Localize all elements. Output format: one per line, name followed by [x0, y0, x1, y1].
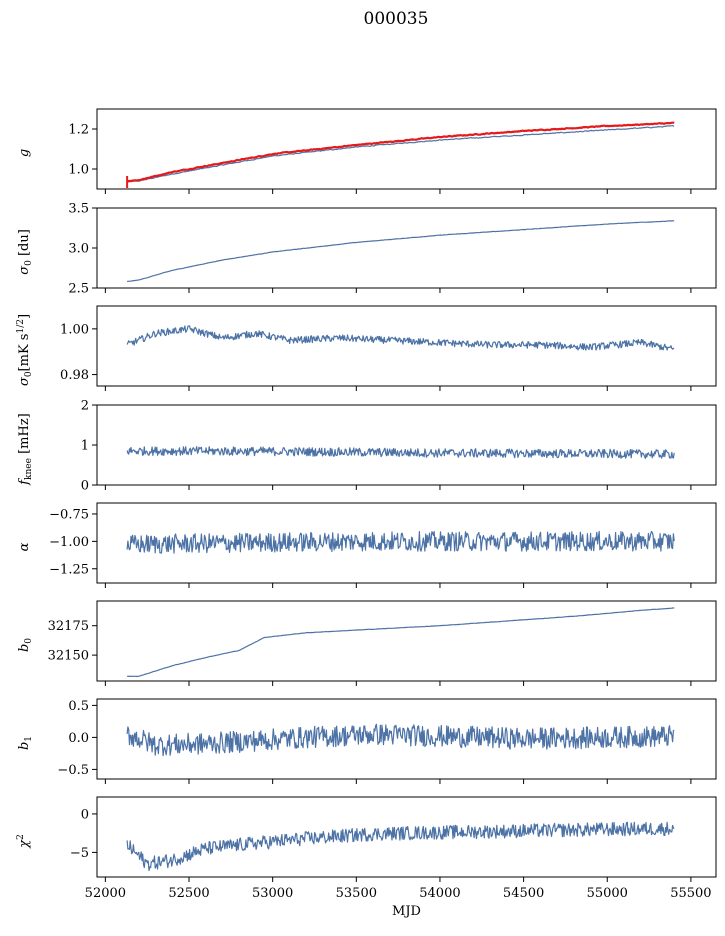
figure-title: 000035 — [364, 9, 429, 29]
series-line-1 — [127, 607, 675, 677]
subplot-6: 32150 32175 b0 — [17, 600, 717, 686]
y-tick-label: 0 — [81, 479, 89, 494]
axes-frame — [96, 796, 717, 878]
x-tick-label: 55500 — [670, 886, 711, 901]
y-tick-label: −1.00 — [49, 535, 89, 550]
series-line-1 — [126, 325, 675, 351]
y-axis-label: σ0 [du] — [17, 229, 34, 275]
x-tick-label: 54500 — [503, 886, 544, 901]
subplot-7: −0.5 0.0 0.5 b1 — [17, 698, 717, 784]
y-tick-label: 0.98 — [60, 368, 89, 383]
axes-frame — [96, 305, 717, 387]
axes-frame — [96, 600, 717, 682]
subplot-2: 2.5 3.0 3.5 σ0 [du] — [17, 202, 717, 297]
y-tick-label: −0.5 — [57, 763, 89, 778]
x-tick-label: 52000 — [85, 886, 126, 901]
x-tick-label: 53000 — [252, 886, 293, 901]
y-axis-label: σ0[mK s1/2] — [16, 314, 34, 386]
y-tick-label: −5 — [70, 846, 89, 861]
y-axis-label: χ2 — [16, 834, 32, 849]
series-line-1 — [126, 723, 675, 757]
subplot-5: −1.25 −1.00 −0.75 α — [17, 502, 717, 588]
x-tick-label: 53500 — [336, 886, 377, 901]
series-line-1 — [126, 446, 675, 459]
y-tick-label: 32150 — [48, 649, 89, 664]
series-line-1 — [126, 821, 675, 872]
axes-frame — [96, 108, 717, 190]
y-tick-label: −1.25 — [49, 562, 89, 577]
y-axis-label: b0 — [17, 638, 34, 652]
series-line-1 — [127, 220, 675, 283]
x-tick-label: 52500 — [168, 886, 209, 901]
series-line-1 — [127, 125, 675, 183]
y-axis-label: fknee [mHz] — [17, 413, 34, 486]
subplot-4: 0 1 2 fknee [mHz] — [17, 399, 717, 494]
subplot-3: 0.98 1.00 σ0[mK s1/2] — [16, 305, 717, 391]
x-axis-label: MJD — [392, 904, 421, 919]
y-tick-label: 0 — [81, 807, 89, 822]
axes-frame — [96, 502, 717, 584]
panels: 1.0 1.2 g 2.5 3.0 3.5 σ0 [du] 0.98 1.00 σ0[mK s1/… — [16, 108, 717, 919]
y-tick-label: 2 — [81, 399, 89, 414]
y-tick-label: 0.5 — [68, 699, 89, 714]
x-tick-label: 55000 — [587, 886, 628, 901]
y-tick-label: 1.00 — [60, 322, 89, 337]
series-line-1 — [126, 530, 675, 554]
subplot-8: −5 0 52000 52500 53000 53500 54000 54500 55000 55… — [16, 796, 717, 919]
y-tick-label: 0.0 — [68, 731, 89, 746]
y-axis-label: b1 — [17, 736, 34, 750]
x-tick-label: 54000 — [419, 886, 460, 901]
y-axis-label: g — [17, 149, 32, 157]
y-tick-label: 32175 — [48, 619, 89, 634]
y-tick-label: 3.0 — [68, 242, 89, 257]
axes-frame — [96, 404, 717, 486]
subplot-1: 1.0 1.2 g — [17, 108, 717, 194]
y-tick-label: 3.5 — [68, 202, 89, 217]
y-tick-label: 2.5 — [68, 282, 89, 297]
axes-frame — [96, 698, 717, 780]
y-tick-label: −0.75 — [49, 507, 89, 522]
y-tick-label: 1.0 — [68, 163, 89, 178]
y-axis-label: α — [17, 542, 32, 551]
y-tick-label: 1.2 — [68, 123, 89, 138]
series-line-2 — [126, 121, 675, 183]
axes-frame — [96, 207, 717, 289]
y-tick-label: 1 — [81, 439, 89, 454]
